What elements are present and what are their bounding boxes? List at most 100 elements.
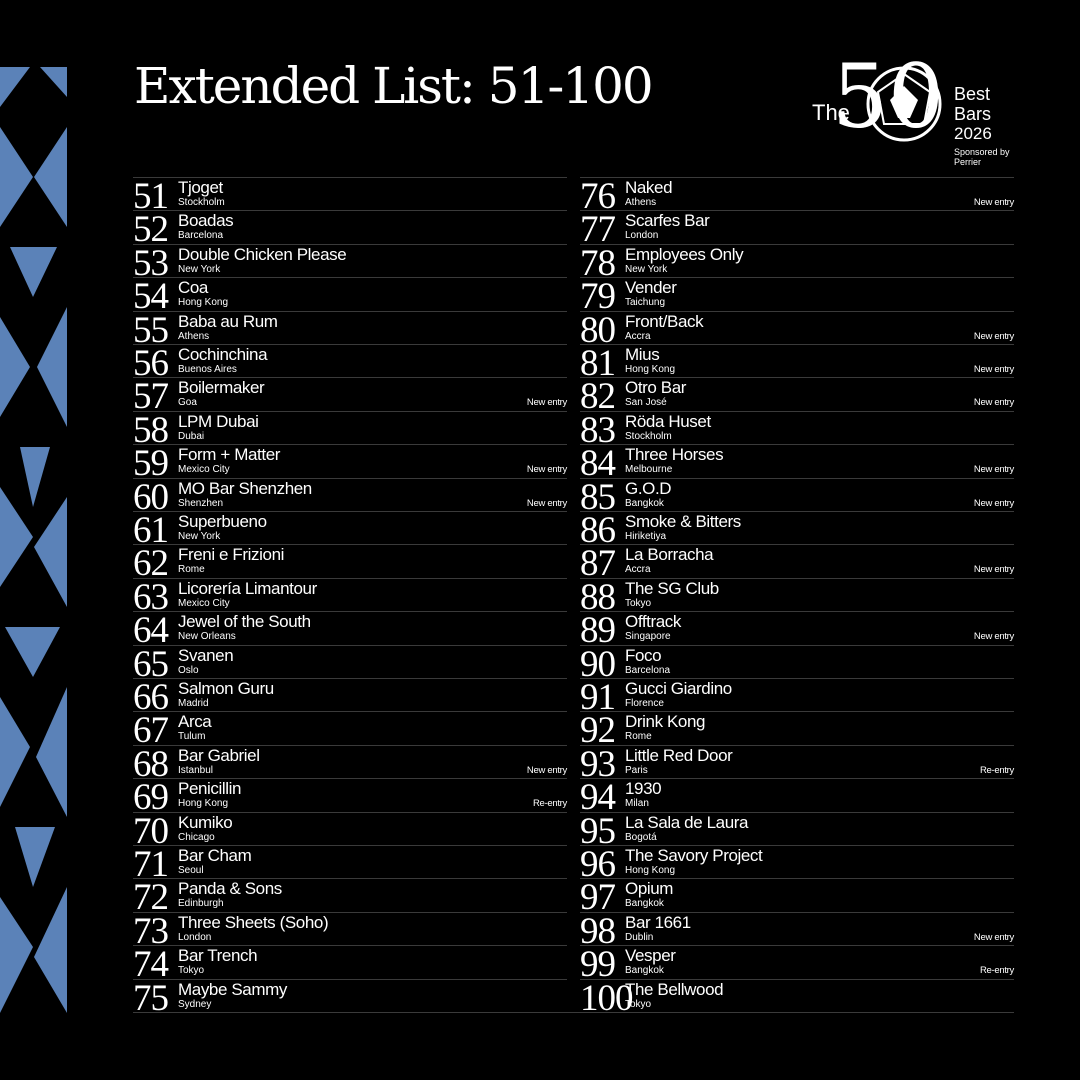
entry-tag: New entry <box>526 464 567 476</box>
list-row: 61 Superbueno New York <box>133 511 567 549</box>
list-row: 100 The Bellwood Tokyo <box>580 978 1014 1017</box>
list-row: 99 Vesper Bangkok Re-entry <box>580 945 1014 983</box>
list-row: 63 Licorería Limantour Mexico City <box>133 577 567 616</box>
list-row: 69 Penicillin Hong Kong Re-entry <box>133 778 567 816</box>
city: Athens <box>178 330 210 342</box>
list-row: 79 Vender Taichung <box>580 277 1014 315</box>
rank: 60 <box>133 476 169 518</box>
rank: 96 <box>580 844 616 885</box>
city: Seoul <box>178 865 204 876</box>
city: New York <box>625 263 668 275</box>
rank: 64 <box>133 610 169 652</box>
sponsor: Perrier <box>954 157 982 167</box>
list-row: 72 Panda & Sons Edinburgh <box>133 878 567 916</box>
city: Bangkok <box>625 965 664 977</box>
entry-tag: New entry <box>973 197 1014 208</box>
bar-name: The Savory Project <box>625 846 763 865</box>
bar-name: Licorería Limantour <box>178 578 317 598</box>
entry-tag: New entry <box>973 364 1014 375</box>
list-row: 65 Svanen Oslo <box>133 644 567 683</box>
list-row: 67 Arca Tulum <box>133 711 567 749</box>
city: Florence <box>625 698 664 709</box>
city: San José <box>625 397 667 409</box>
list-row: 64 Jewel of the South New Orleans <box>133 611 567 649</box>
rank: 61 <box>133 510 169 551</box>
city: Bangkok <box>625 898 664 910</box>
bar-name: Kumiko <box>178 812 233 832</box>
rank: 57 <box>133 376 169 418</box>
city: Hong Kong <box>178 297 229 309</box>
city: Buenos Aires <box>178 364 237 375</box>
bar-name: Mius <box>625 345 660 364</box>
city: Accra <box>625 330 651 342</box>
list-row: 76 Naked Athens New entry <box>580 177 1014 215</box>
logo-emblem <box>866 66 942 142</box>
bar-name: Foco <box>625 645 662 665</box>
logo-bars: Bars <box>954 104 992 124</box>
list-row: 54 Coa Hong Kong <box>133 277 567 315</box>
city: Stockholm <box>178 197 225 208</box>
bar-name: Employees Only <box>625 244 744 264</box>
bar-name: Vender <box>625 278 677 298</box>
bar-name: Cochinchina <box>178 345 268 364</box>
city: Oslo <box>178 664 199 676</box>
entry-tag: Re-entry <box>979 965 1014 977</box>
city: Hong Kong <box>625 865 676 876</box>
city: Dublin <box>625 931 654 943</box>
list-row: 80 Front/Back Accra New entry <box>580 310 1014 349</box>
rank: 81 <box>580 343 616 384</box>
bar-name: La Sala de Laura <box>625 812 749 832</box>
list-row: 84 Three Horses Melbourne New entry <box>580 444 1014 482</box>
rank: 95 <box>580 810 616 852</box>
list-row: 94 1930 Milan <box>580 778 1014 816</box>
rank: 84 <box>580 443 616 485</box>
list-row: 57 Boilermaker Goa New entry <box>133 377 567 415</box>
bar-name: Double Chicken Please <box>178 244 347 264</box>
sponsor-line: Sponsored by <box>954 147 1010 157</box>
city: Milan <box>625 798 649 810</box>
rank: 100 <box>580 977 633 1019</box>
rank: 75 <box>133 977 169 1019</box>
bar-name: Freni e Frizioni <box>178 545 285 565</box>
rank: 93 <box>580 743 616 785</box>
bar-name: Form + Matter <box>178 445 281 465</box>
entry-tag: Re-entry <box>532 798 567 810</box>
rank: 66 <box>133 677 169 718</box>
list-row: 86 Smoke & Bitters Hiriketiya <box>580 511 1014 549</box>
entry-tag: New entry <box>973 464 1014 476</box>
city: Hong Kong <box>625 364 676 375</box>
bar-name: Salmon Guru <box>178 679 274 698</box>
rank: 71 <box>133 844 169 885</box>
list-row: 52 Boadas Barcelona <box>133 210 567 248</box>
rank: 92 <box>580 710 616 752</box>
bar-name: Opium <box>625 879 674 899</box>
list-row: 95 La Sala de Laura Bogotá <box>580 811 1014 850</box>
list-row: 73 Three Sheets (Soho) London <box>133 911 567 950</box>
list-row: 93 Little Red Door Paris Re-entry <box>580 744 1014 783</box>
list-row: 74 Bar Trench Tokyo <box>133 945 567 983</box>
bar-name: Tjoget <box>178 178 223 197</box>
bar-name: G.O.D <box>625 478 672 498</box>
list-row: 70 Kumiko Chicago <box>133 811 567 850</box>
city: Goa <box>178 397 197 409</box>
rank: 65 <box>133 643 169 685</box>
list-row: 91 Gucci Giardino Florence <box>580 678 1014 716</box>
rank: 82 <box>580 376 616 418</box>
city: Rome <box>178 564 205 576</box>
city: Athens <box>625 197 657 208</box>
city: Tokyo <box>625 597 652 609</box>
logo-number: 50 <box>832 45 944 148</box>
list-row: 56 Cochinchina Buenos Aires <box>133 344 567 382</box>
bar-name: Bar 1661 <box>625 912 691 932</box>
rank: 78 <box>580 242 616 284</box>
bar-name: Röda Huset <box>625 411 711 431</box>
bar-name: Naked <box>625 178 673 197</box>
city: Hiriketiya <box>625 531 667 542</box>
city: Hong Kong <box>178 798 229 810</box>
bar-name: Svanen <box>178 645 234 665</box>
entry-tag: New entry <box>973 497 1014 509</box>
bar-name: Coa <box>178 278 208 298</box>
rank: 98 <box>580 910 616 952</box>
list-row: 58 LPM Dubai Dubai <box>133 410 567 449</box>
list-row: 97 Opium Bangkok <box>580 878 1014 916</box>
